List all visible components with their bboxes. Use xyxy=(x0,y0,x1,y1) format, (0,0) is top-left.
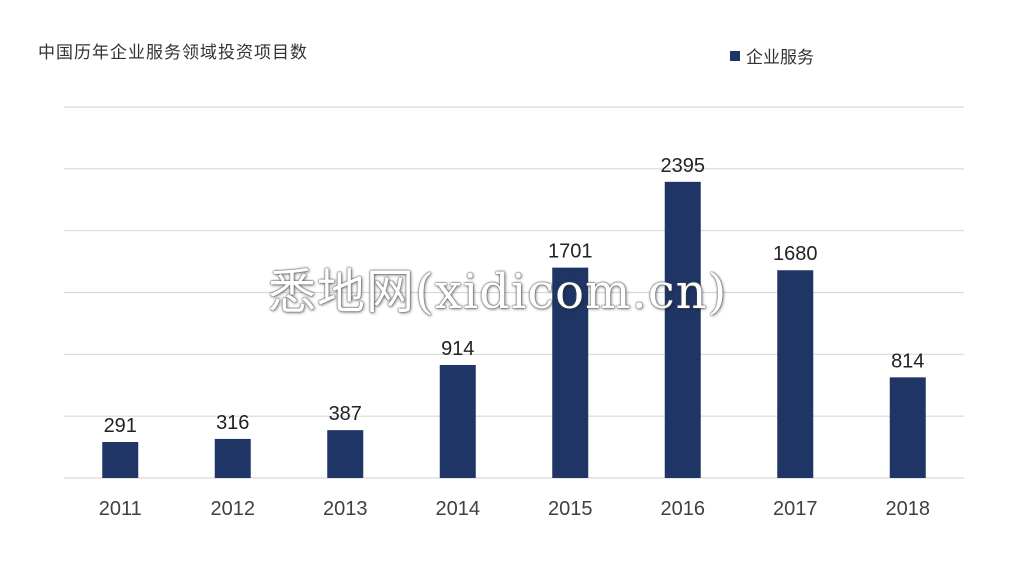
data-label-2012: 316 xyxy=(216,412,249,434)
x-tick-label-2011: 2011 xyxy=(99,498,142,520)
x-tick-label-2016: 2016 xyxy=(661,498,706,520)
data-label-2018: 814 xyxy=(891,350,924,372)
legend-swatch xyxy=(730,50,740,61)
bar-2011 xyxy=(102,442,139,478)
legend: 企业服务 xyxy=(730,43,814,68)
bar-2018 xyxy=(889,377,926,478)
x-tick-label-2014: 2014 xyxy=(436,498,481,520)
bar-2012 xyxy=(214,438,251,478)
bar-2013 xyxy=(327,430,364,478)
bar-2014 xyxy=(439,364,476,478)
chart-title: 中国历年企业服务领域投资项目数 xyxy=(38,43,308,63)
legend-label: 企业服务 xyxy=(746,48,814,68)
data-label-2013: 387 xyxy=(329,403,362,425)
bar-2016 xyxy=(664,181,701,478)
x-tick-label-2015: 2015 xyxy=(548,498,593,520)
data-label-2011: 291 xyxy=(104,415,137,437)
data-label-2014: 914 xyxy=(441,338,474,360)
bar-2017 xyxy=(777,270,814,478)
x-tick-label-2017: 2017 xyxy=(773,498,818,520)
data-label-2015: 1701 xyxy=(548,241,593,263)
x-tick-label-2018: 2018 xyxy=(886,498,931,520)
x-tick-label-2013: 2013 xyxy=(323,498,368,520)
data-label-2017: 1680 xyxy=(773,243,818,265)
data-label-2016: 2395 xyxy=(661,155,706,177)
x-tick-label-2012: 2012 xyxy=(211,498,256,520)
bar-2015 xyxy=(552,267,589,478)
